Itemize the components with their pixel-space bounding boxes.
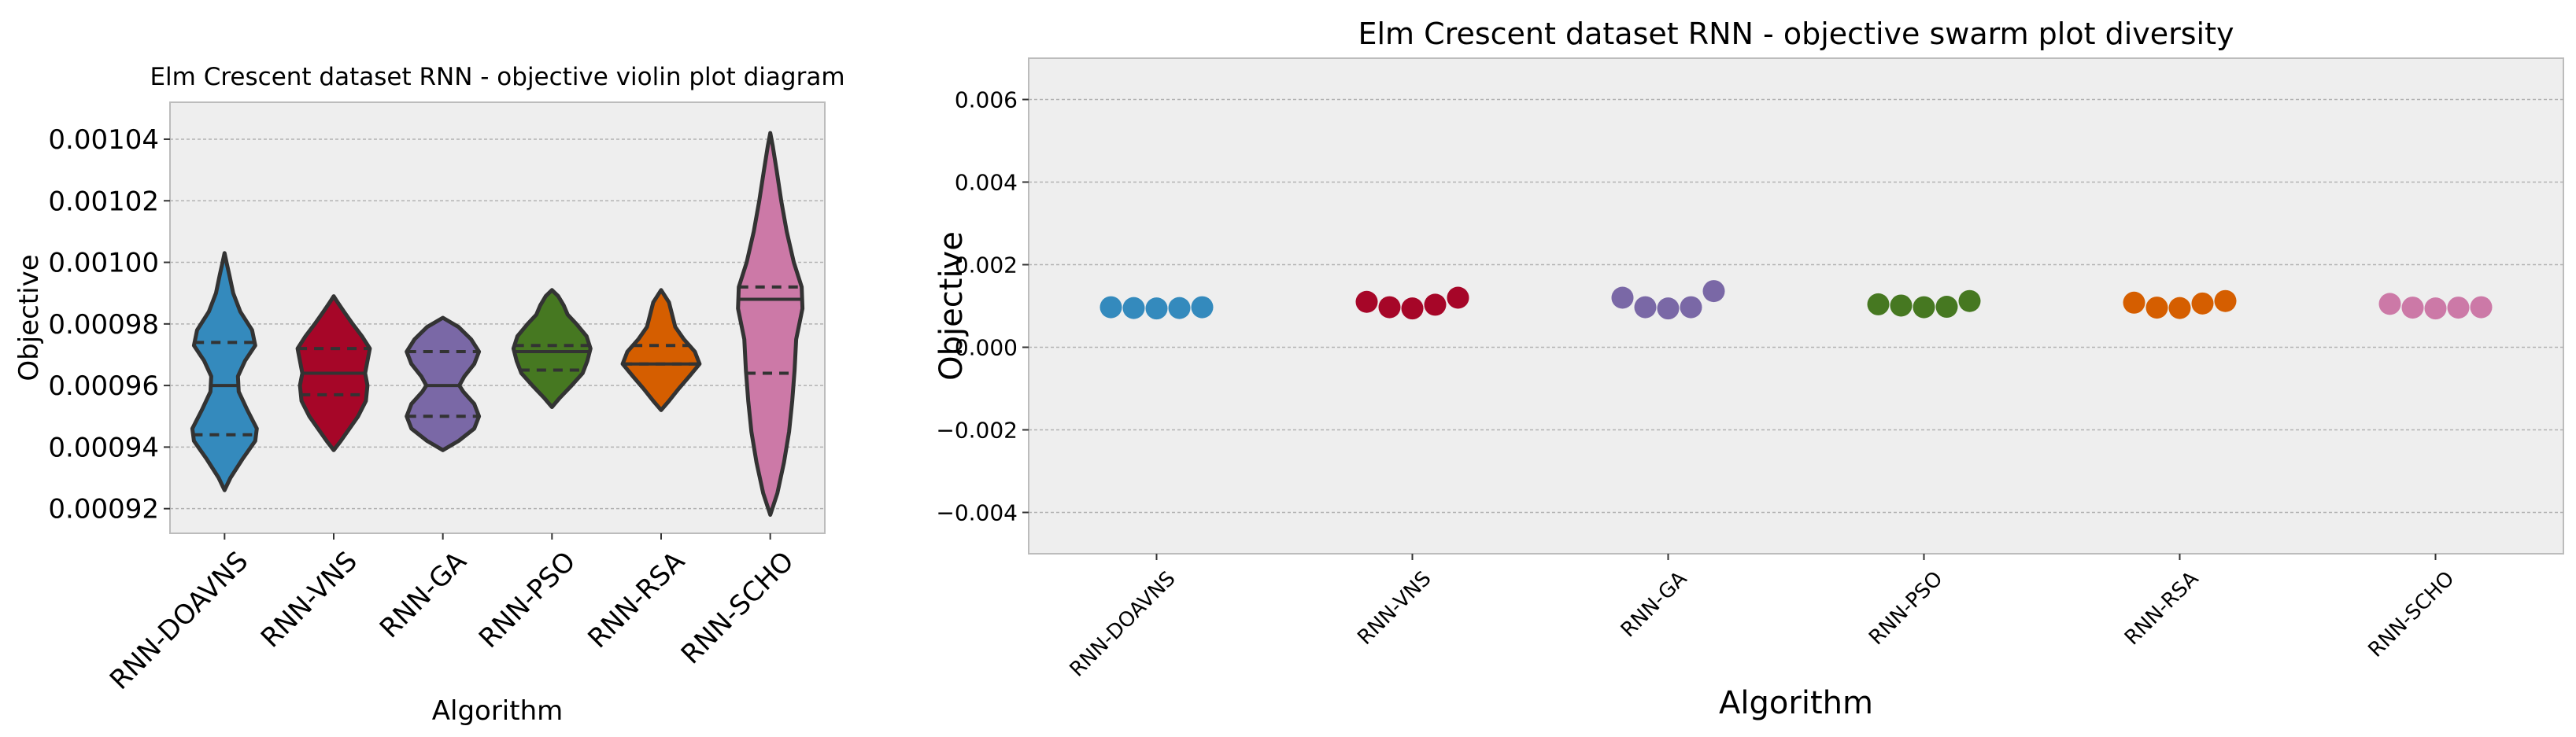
swarm-point <box>1913 296 1935 319</box>
swarm-y-tick-label: 0.006 <box>955 87 1018 113</box>
violin-body <box>620 288 702 412</box>
swarm-y-tick-label: −0.004 <box>936 500 1018 526</box>
swarm-chart-title: Elm Crescent dataset RNN - objective swa… <box>1358 17 2234 51</box>
violin-y-axis-label: Objective <box>13 254 45 381</box>
swarm-point <box>1935 296 1958 319</box>
swarm-point <box>2470 296 2493 319</box>
violin-x-tick-label: RNN-SCHO <box>675 546 800 671</box>
violin-y-tick-label: 0.00092 <box>48 494 159 525</box>
violin-x-tick-label: RNN-VNS <box>255 546 364 654</box>
swarm-point <box>1634 296 1657 319</box>
swarm-y-tick-label: −0.002 <box>936 418 1018 444</box>
violin-chart-title: Elm Crescent dataset RNN - objective vio… <box>150 63 844 91</box>
violin-body <box>736 131 805 517</box>
violin-y-tick-label: 0.00104 <box>48 124 159 156</box>
swarm-point <box>2168 297 2191 319</box>
violin-x-tick-label: RNN-RSA <box>582 546 690 654</box>
swarm-point <box>2191 292 2214 315</box>
swarm-chart: −0.004 −0.002 0.000 0.002 0.004 0.006 RNN-DOA… <box>933 17 2564 721</box>
violin-chart: 0.00092 0.00094 0.00096 0.00098 0.00100 0.001… <box>13 63 845 727</box>
swarm-point <box>2378 293 2401 315</box>
violin-y-tick-label: 0.00096 <box>48 370 159 402</box>
swarm-point <box>1890 294 1913 317</box>
swarm-point <box>2424 297 2447 320</box>
swarm-x-axis-label: Algorithm <box>1719 685 1873 721</box>
swarm-point <box>1191 296 1214 319</box>
violin-body <box>190 251 259 492</box>
violin-x-axis-label: Algorithm <box>432 695 564 727</box>
swarm-point <box>1657 297 1680 320</box>
swarm-point <box>2447 297 2470 319</box>
swarm-x-tick-label: RNN-PSO <box>1865 567 1947 650</box>
swarm-point <box>1145 297 1168 320</box>
swarm-x-tick-label: RNN-RSA <box>2120 567 2204 650</box>
swarm-point <box>1611 286 1634 309</box>
violin-x-tick-label: RNN-GA <box>374 546 473 645</box>
swarm-point <box>1702 280 1725 303</box>
violin-x-tick-label: RNN-DOAVNS <box>104 546 254 696</box>
swarm-point <box>2401 297 2424 319</box>
swarm-x-tick-label: RNN-SCHO <box>2364 567 2460 662</box>
swarm-y-tick-label: 0.000 <box>955 335 1018 361</box>
swarm-point <box>1680 296 1702 319</box>
swarm-point <box>1867 293 1890 315</box>
violin-plot-area <box>169 101 826 534</box>
swarm-plot-area <box>1028 57 2564 555</box>
violin-body <box>511 288 593 409</box>
violin-x-tick-label: RNN-PSO <box>473 546 582 654</box>
violin-y-tick-label: 0.00100 <box>48 248 159 279</box>
swarm-point <box>1122 297 1145 319</box>
swarm-y-axis-label: Objective <box>933 231 970 381</box>
swarm-point <box>1958 289 1981 312</box>
swarm-x-tick-label: RNN-VNS <box>1353 567 1436 650</box>
swarm-point <box>2123 291 2145 314</box>
swarm-point <box>1355 290 1378 313</box>
swarm-point <box>1100 296 1122 319</box>
swarm-point <box>2145 297 2168 319</box>
violin-y-tick-label: 0.00098 <box>48 309 159 341</box>
swarm-point <box>1378 296 1401 319</box>
swarm-point <box>1401 297 1424 320</box>
swarm-x-tick-label: RNN-DOAVNS <box>1066 567 1181 682</box>
violin-y-tick-label: 0.00102 <box>48 186 159 217</box>
swarm-x-tick-label: RNN-GA <box>1617 567 1692 643</box>
violin-y-tick-label: 0.00094 <box>48 432 159 463</box>
swarm-point <box>1424 293 1447 316</box>
swarm-y-tick-label: 0.002 <box>955 252 1018 278</box>
swarm-point <box>1447 286 1469 309</box>
swarm-point <box>1168 297 1191 319</box>
swarm-point <box>2214 289 2237 312</box>
swarm-y-tick-label: 0.004 <box>955 170 1018 196</box>
